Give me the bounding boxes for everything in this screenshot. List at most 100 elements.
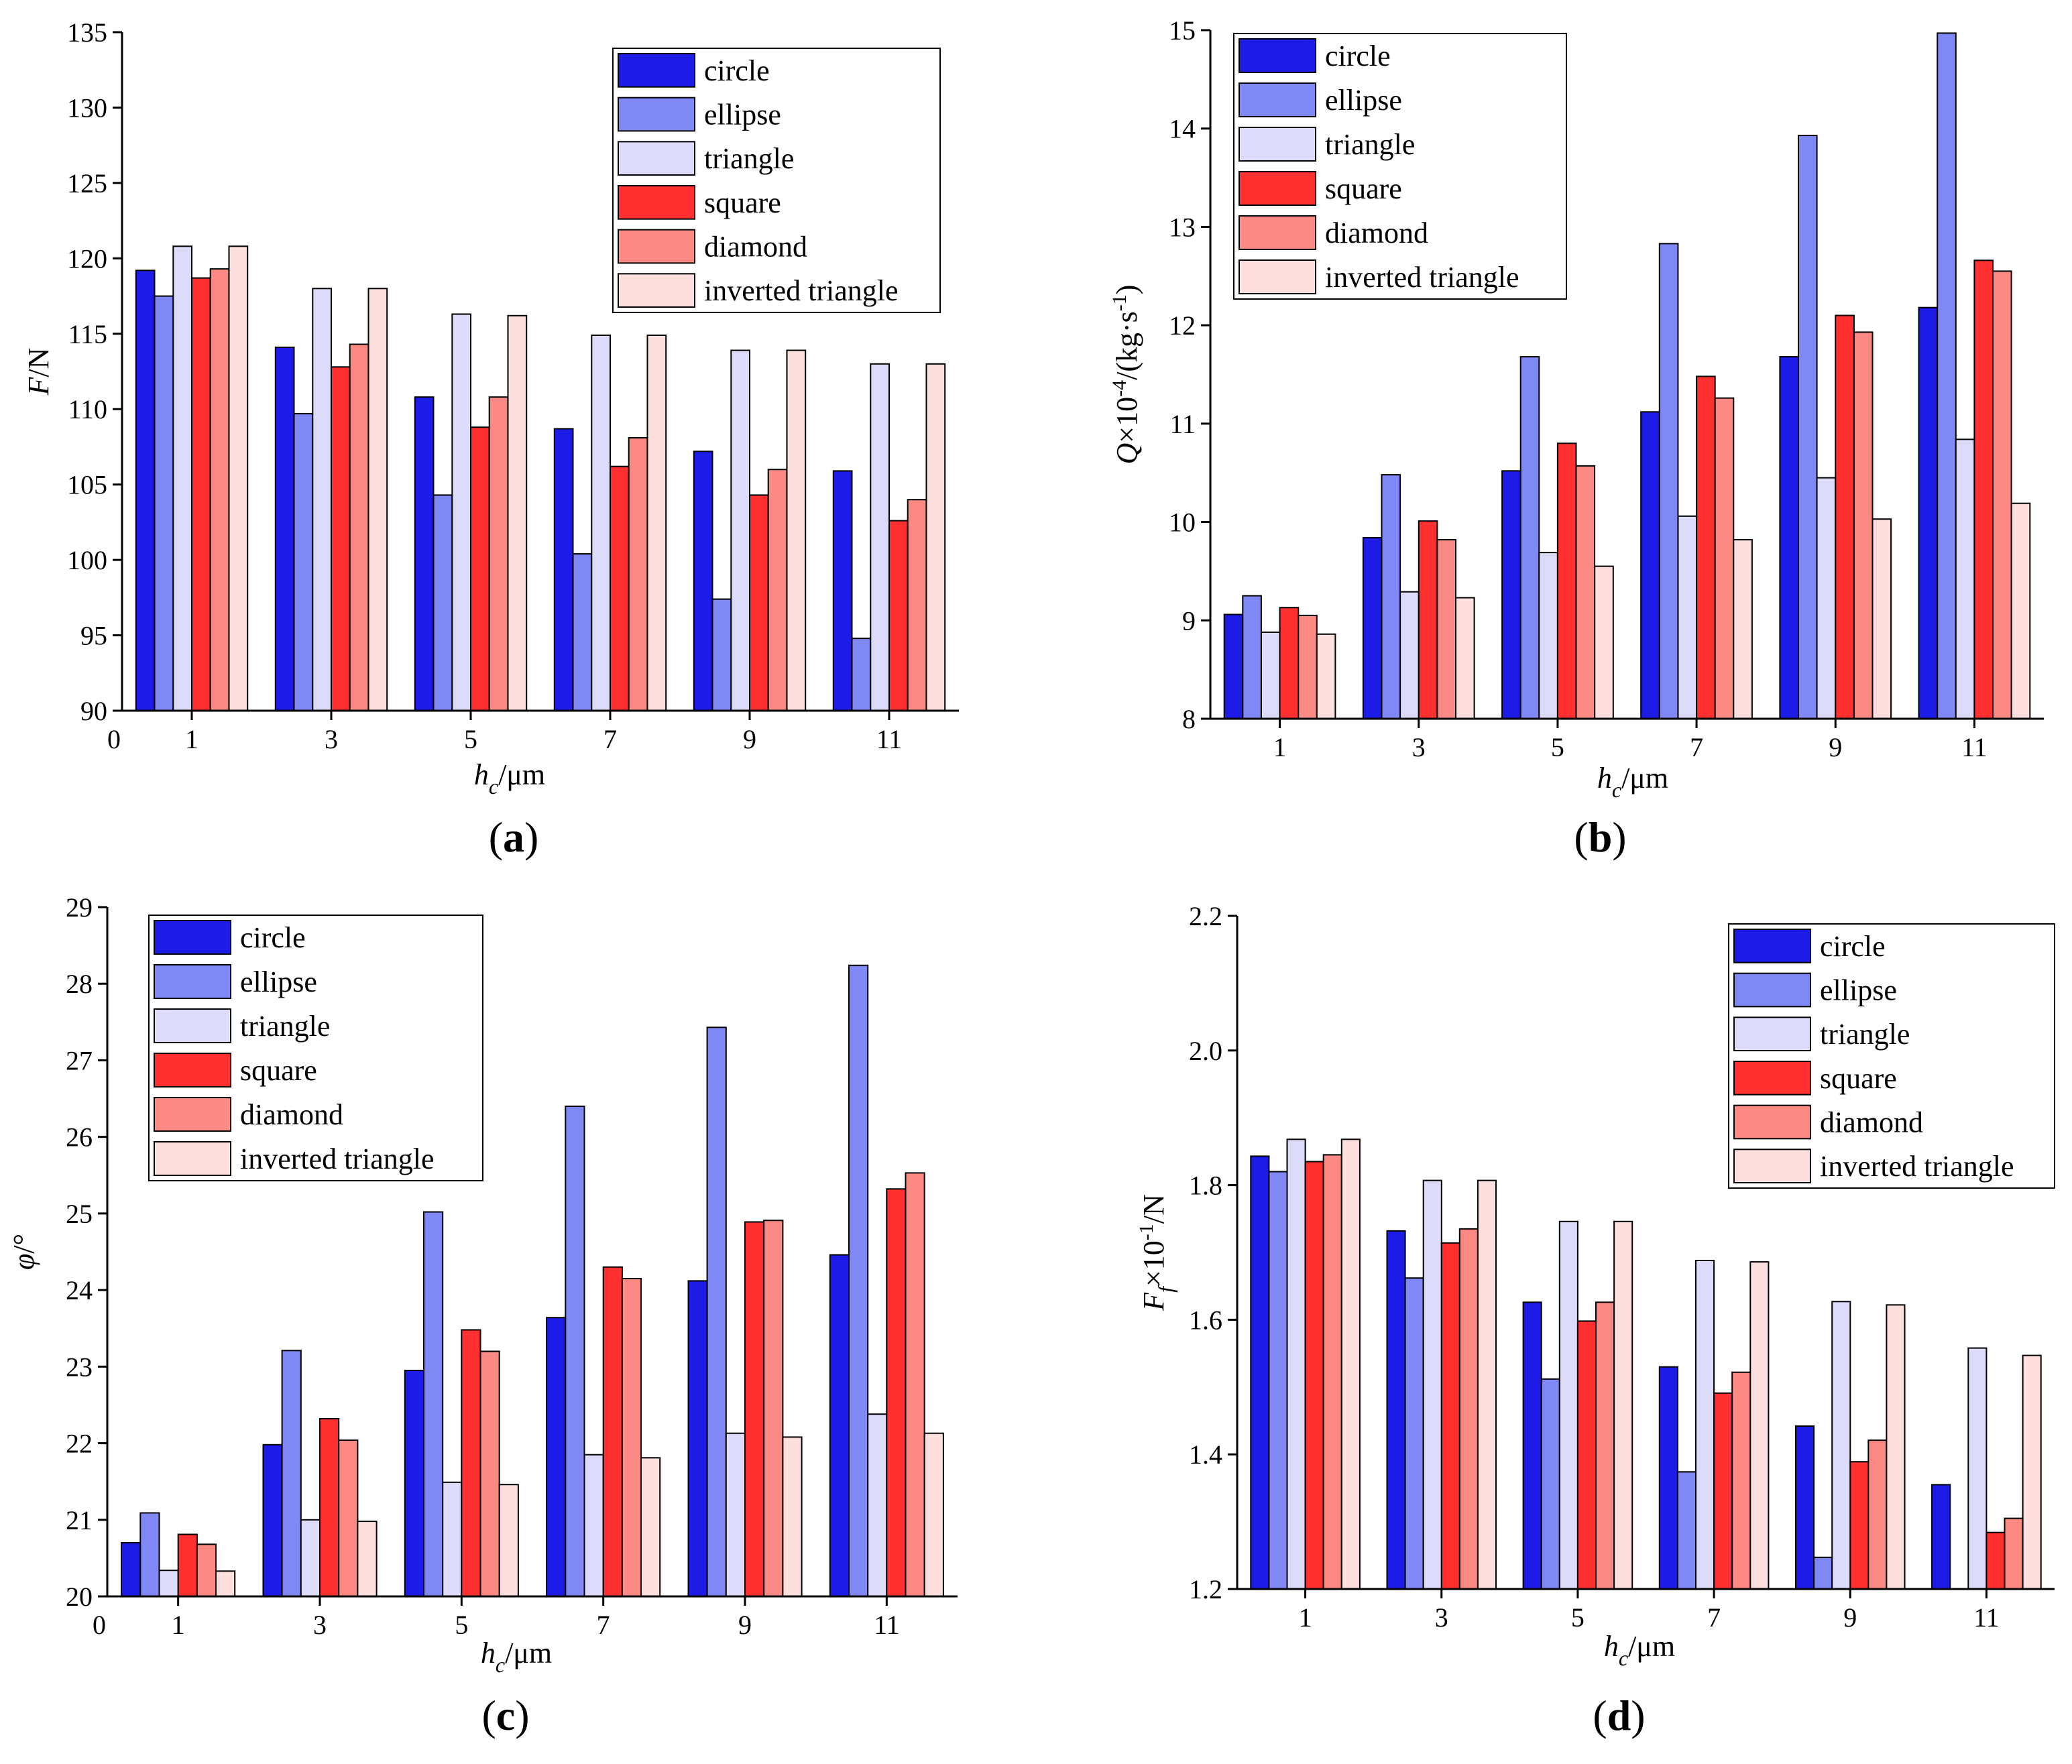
legend-swatch-a-triangle <box>618 141 695 176</box>
bar-b-ellipse-11 <box>1937 32 1957 719</box>
y-tick-label-a-2: 100 <box>67 545 107 575</box>
legend-label-b-ellipse: ellipse <box>1325 84 1402 117</box>
bar-b-ellipse-9 <box>1798 135 1818 719</box>
bar-d-square-3 <box>1440 1242 1460 1590</box>
bar-c-square-3 <box>319 1418 340 1597</box>
legend-swatch-c-ellipse <box>154 964 231 999</box>
bar-c-diamond-9 <box>763 1220 784 1597</box>
bar-d-square-9 <box>1849 1461 1869 1590</box>
x-tick-label-d-5: 11 <box>1973 1602 2000 1633</box>
legend-swatch-a-inverted-triangle <box>618 273 695 308</box>
bar-b-diamond-9 <box>1853 331 1874 719</box>
bar-c-triangle-1 <box>158 1570 179 1597</box>
bar-c-square-11 <box>886 1188 907 1598</box>
y-tick-label-c-5: 25 <box>66 1199 93 1229</box>
bar-d-triangle-9 <box>1831 1301 1851 1590</box>
caption-letter: c <box>496 1692 515 1739</box>
bar-d-ellipse-7 <box>1676 1471 1696 1590</box>
bar-a-inverted-triangle-3 <box>367 288 388 711</box>
bar-c-ellipse-11 <box>848 964 869 1598</box>
bar-a-diamond-3 <box>349 343 369 711</box>
x-axis-title-c: hc/μm <box>481 1637 552 1677</box>
bar-b-inverted-triangle-11 <box>2010 502 2031 719</box>
y-tick-label-b-3: 11 <box>1169 409 1196 439</box>
legend-frame-d <box>1728 923 2055 1189</box>
bar-d-inverted-triangle-5 <box>1613 1220 1633 1590</box>
x-tick-label-c-1: 3 <box>313 1610 327 1640</box>
legend-swatch-c-triangle <box>154 1008 231 1043</box>
bar-c-diamond-11 <box>905 1172 925 1597</box>
legend-d: circle ellipse triangle square diamond invert… <box>1728 923 2055 1189</box>
y-axis-title-unit: /N <box>1137 1194 1170 1224</box>
y-tick-label-c-1: 21 <box>66 1505 93 1535</box>
bar-a-square-7 <box>610 465 630 711</box>
bar-a-inverted-triangle-5 <box>507 314 528 711</box>
y-tick-label-c-0: 20 <box>66 1582 93 1612</box>
y-tick-label-b-1: 9 <box>1182 605 1196 636</box>
bar-a-circle-5 <box>414 396 435 711</box>
bar-b-ellipse-7 <box>1658 243 1679 719</box>
bar-b-inverted-triangle-5 <box>1594 565 1614 719</box>
bar-c-triangle-9 <box>725 1432 746 1597</box>
bar-d-circle-9 <box>1795 1425 1815 1590</box>
y-axis-title-scale: ×10 <box>1110 397 1143 443</box>
bar-a-triangle-11 <box>870 363 890 711</box>
bar-b-inverted-triangle-7 <box>1733 539 1753 719</box>
bar-d-circle-11 <box>1931 1484 1951 1590</box>
bar-c-inverted-triangle-3 <box>357 1521 378 1598</box>
bar-a-ellipse-1 <box>154 295 174 712</box>
bar-a-triangle-5 <box>451 313 471 711</box>
bar-b-triangle-11 <box>1955 438 1975 719</box>
bar-b-circle-9 <box>1779 356 1799 719</box>
legend-swatch-b-inverted-triangle <box>1239 259 1316 294</box>
x-axis-title-d: hc/μm <box>1604 1630 1675 1670</box>
bar-c-diamond-5 <box>479 1350 500 1597</box>
y-axis-title-exp: -4 <box>1108 380 1131 397</box>
bar-d-circle-7 <box>1658 1366 1678 1590</box>
legend-frame-b <box>1233 33 1567 300</box>
y-tick-label-c-8: 28 <box>66 969 93 999</box>
bar-d-triangle-1 <box>1286 1138 1306 1590</box>
bar-c-ellipse-9 <box>706 1026 727 1598</box>
legend-label-a-ellipse: ellipse <box>704 99 781 131</box>
y-tick-label-b-6: 14 <box>1169 114 1196 144</box>
bar-a-inverted-triangle-9 <box>786 349 807 711</box>
bar-c-inverted-triangle-9 <box>782 1436 803 1597</box>
bar-a-ellipse-3 <box>293 413 314 711</box>
bar-a-triangle-7 <box>591 335 611 711</box>
caption-letter: a <box>503 813 524 861</box>
y-tick-label-d-5: 2.2 <box>1189 901 1222 931</box>
x-axis-title-var: h <box>481 1637 496 1669</box>
bar-d-square-5 <box>1576 1320 1597 1590</box>
bar-c-diamond-3 <box>338 1439 359 1597</box>
bar-d-circle-3 <box>1386 1230 1406 1590</box>
legend-swatch-a-square <box>618 185 695 220</box>
bar-d-square-7 <box>1713 1392 1733 1590</box>
bar-c-inverted-triangle-7 <box>640 1457 661 1598</box>
y-axis-title-unit: /(kg·s <box>1110 311 1143 380</box>
legend-swatch-b-square <box>1239 171 1316 206</box>
y-tick-label-c-4: 24 <box>66 1275 93 1305</box>
legend-b: circle ellipse triangle square diamond invert… <box>1233 33 1567 300</box>
legend-label-c-ellipse: ellipse <box>240 965 317 998</box>
y-tick-label-a-0: 90 <box>80 696 107 726</box>
bar-d-diamond-1 <box>1322 1154 1342 1590</box>
bar-c-square-9 <box>744 1221 765 1597</box>
bar-b-inverted-triangle-3 <box>1455 597 1475 719</box>
bar-a-diamond-1 <box>209 268 230 712</box>
bar-d-inverted-triangle-1 <box>1340 1138 1361 1590</box>
y-axis-title-close: ) <box>1110 285 1143 295</box>
bar-a-inverted-triangle-7 <box>646 335 667 711</box>
y-tick-label-c-6: 26 <box>66 1122 93 1153</box>
x-tick-label-c-2: 5 <box>455 1610 468 1640</box>
y-tick-label-a-5: 115 <box>68 319 107 349</box>
legend-swatch-c-square <box>154 1053 231 1087</box>
bar-c-triangle-5 <box>442 1481 463 1598</box>
x-tick-label-b-1: 3 <box>1412 732 1426 762</box>
x-tick-label-c-3: 7 <box>597 1610 610 1640</box>
bar-a-circle-1 <box>135 270 156 711</box>
bar-b-square-11 <box>1973 259 1994 719</box>
y-axis-title-var: F <box>22 376 55 396</box>
x-origin-label-a: 0 <box>107 724 121 754</box>
bar-d-triangle-7 <box>1695 1260 1715 1590</box>
